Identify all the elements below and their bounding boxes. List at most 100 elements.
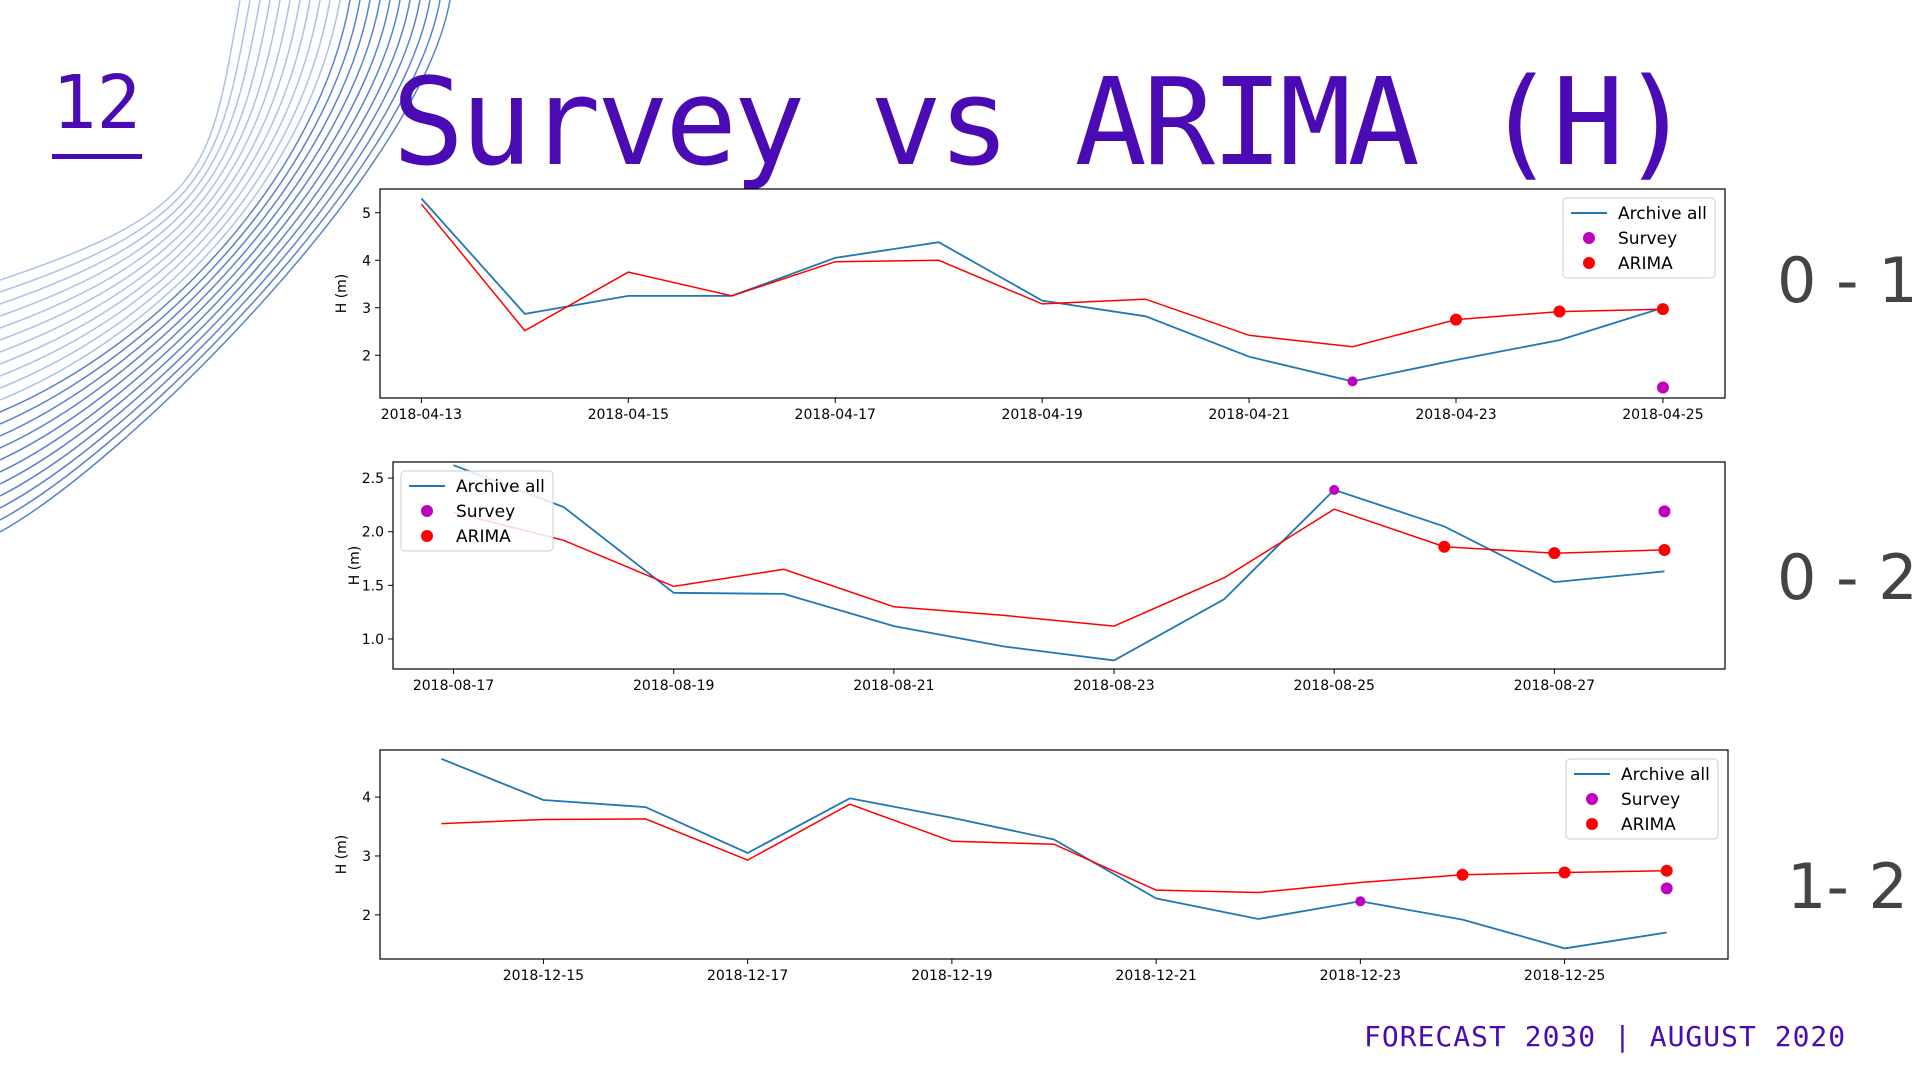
decorative-curve (0, 0, 271, 317)
series-line-archive-all (420, 197, 1664, 383)
y-axis-label: H (m) (334, 274, 350, 314)
x-tick-label: 2018-12-15 (503, 968, 584, 984)
legend-label: Archive all (1618, 204, 1707, 224)
y-tick-label: 1.0 (362, 632, 384, 648)
decorative-curve (0, 0, 311, 365)
decorative-curve (0, 0, 361, 425)
y-axis-label: H (m) (347, 546, 363, 586)
decorative-curve (0, 0, 381, 449)
legend-swatch-arima (1586, 818, 1598, 830)
legend-label: ARIMA (1618, 254, 1673, 274)
legend-label: Archive all (1621, 765, 1710, 785)
data-point-arima (1558, 866, 1571, 879)
data-point-arima (1456, 868, 1469, 881)
legend-swatch-survey (1586, 793, 1598, 805)
decorative-curve (0, 0, 281, 329)
x-tick-label: 2018-08-17 (413, 678, 494, 694)
series-line-arima (453, 508, 1665, 627)
decorative-curve (0, 0, 351, 413)
slide-number: 12 (52, 60, 142, 146)
data-point-survey (1656, 381, 1669, 394)
decorative-curve (0, 0, 301, 353)
x-tick-label: 2018-04-21 (1208, 407, 1289, 423)
y-tick-label: 3 (362, 301, 371, 317)
side-label-0-2: 0 - 2 (1777, 541, 1918, 614)
plot-frame (379, 188, 1726, 399)
decorative-curve (0, 0, 451, 533)
x-tick-label: 2018-04-19 (1001, 407, 1082, 423)
y-tick-label: 2 (362, 348, 371, 364)
x-tick-label: 2018-12-17 (707, 968, 788, 984)
decorative-curve (0, 0, 291, 341)
legend-label: Survey (1618, 229, 1677, 249)
legend-label: Archive all (456, 477, 545, 497)
legend-swatch-survey (421, 505, 433, 517)
legend-box (1565, 758, 1719, 840)
x-tick-label: 2018-04-25 (1622, 407, 1703, 423)
decorative-curve (0, 0, 331, 389)
decorative-curve (0, 0, 241, 281)
data-point-survey (1658, 505, 1671, 518)
y-tick-label: 3 (362, 849, 371, 865)
legend-label: Survey (456, 502, 515, 522)
decorative-curves (0, 0, 451, 533)
series-line-archive-all (440, 757, 1667, 950)
page-title: Survey vs ARIMA (H) (392, 54, 1693, 193)
data-point-arima (1450, 313, 1462, 326)
data-point-survey (1347, 376, 1358, 387)
x-tick-label: 2018-08-25 (1294, 678, 1375, 694)
decorative-curve (0, 0, 401, 473)
x-tick-label: 2018-04-17 (795, 407, 876, 423)
data-point-survey (1355, 896, 1366, 907)
y-tick-label: 4 (362, 790, 371, 806)
y-tick-label: 5 (362, 206, 371, 222)
plot-frame (392, 461, 1726, 670)
x-tick-label: 2018-12-19 (911, 968, 992, 984)
y-tick-label: 2.0 (362, 525, 384, 541)
x-tick-label: 2018-08-23 (1073, 678, 1154, 694)
x-tick-label: 2018-12-25 (1524, 968, 1605, 984)
legend-swatch-arima (421, 530, 433, 542)
legend-box (1562, 197, 1716, 279)
x-tick-label: 2018-04-13 (381, 407, 462, 423)
y-tick-label: 2.5 (362, 471, 384, 487)
legend-label: Survey (1621, 790, 1680, 810)
x-tick-label: 2018-08-27 (1514, 678, 1595, 694)
x-tick-label: 2018-08-19 (633, 678, 714, 694)
decorative-curve (0, 0, 321, 377)
decorative-curve (0, 0, 431, 509)
decorative-curve (0, 0, 421, 497)
data-point-arima (1553, 305, 1566, 318)
decorative-curve (0, 0, 261, 305)
legend-box (400, 470, 554, 552)
x-tick-label: 2018-08-21 (853, 678, 934, 694)
y-tick-label: 4 (362, 253, 371, 269)
decorative-curve (0, 0, 341, 401)
legend-label: ARIMA (1621, 815, 1676, 835)
side-label-1-2: 1- 2 (1787, 850, 1908, 923)
footer-text: FORECAST 2030 | AUGUST 2020 (1364, 1020, 1847, 1053)
data-point-arima (1438, 540, 1451, 553)
data-point-survey (1660, 882, 1673, 895)
x-tick-label: 2018-04-23 (1415, 407, 1496, 423)
data-point-arima (1660, 864, 1673, 877)
decorative-curve (0, 0, 251, 293)
decorative-curve (0, 0, 441, 521)
y-tick-label: 1.5 (362, 578, 384, 594)
data-point-arima (1656, 303, 1669, 316)
plot-frame (379, 749, 1729, 960)
decorative-curve (0, 0, 411, 485)
data-point-survey (1329, 484, 1340, 495)
x-tick-label: 2018-12-21 (1115, 968, 1196, 984)
x-tick-label: 2018-12-23 (1320, 968, 1401, 984)
decorative-curve (0, 0, 371, 437)
slide-number-underline (52, 154, 142, 159)
legend-label: ARIMA (456, 527, 511, 547)
data-point-arima (1658, 543, 1671, 556)
side-label-0-1: 0 - 1 (1777, 244, 1918, 317)
y-axis-label: H (m) (334, 835, 350, 875)
y-tick-label: 2 (362, 908, 371, 924)
